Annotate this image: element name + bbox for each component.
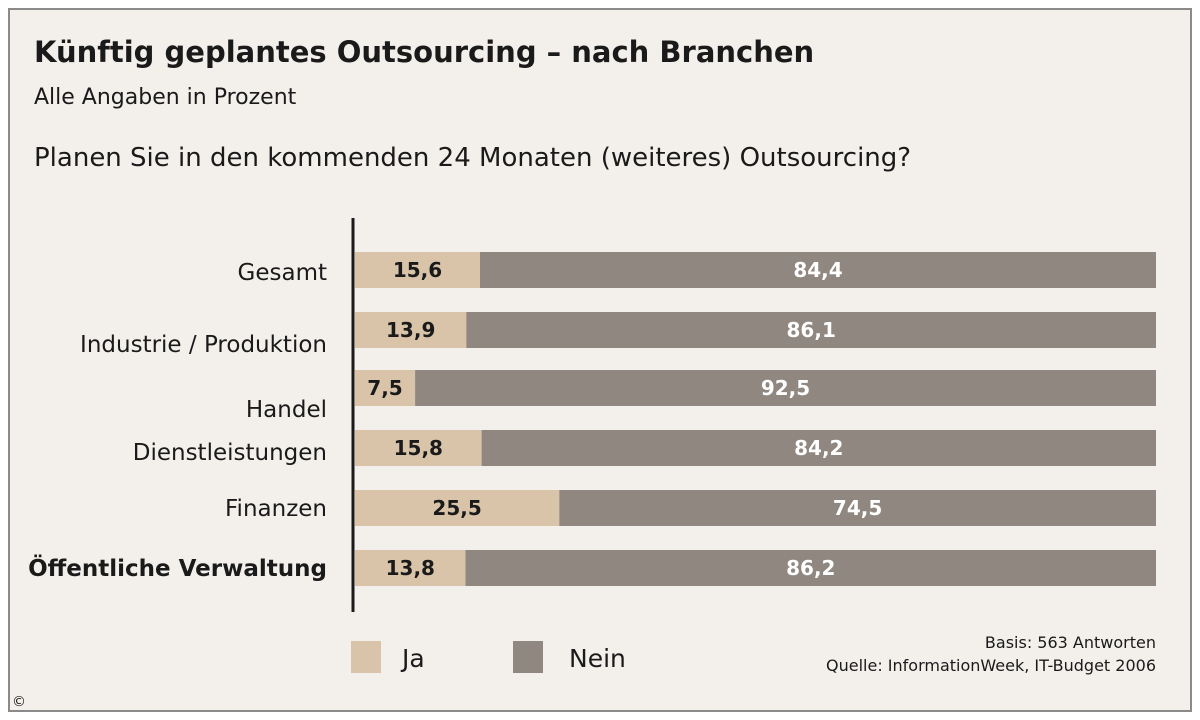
value-label-nein-0: 84,4	[793, 258, 842, 282]
category-label-5: Öffentliche Verwaltung	[28, 554, 327, 582]
value-label-nein-4: 74,5	[833, 496, 882, 520]
source-note: Quelle: InformationWeek, IT-Budget 2006	[826, 656, 1156, 675]
chart-title: Künftig geplantes Outsourcing – nach Bra…	[34, 35, 814, 69]
bar-ja-2	[355, 370, 416, 406]
category-label-1: Industrie / Produktion	[80, 332, 327, 358]
value-label-ja-5: 13,8	[386, 556, 435, 580]
legend-label-ja: Ja	[400, 644, 425, 673]
bar-nein-1	[466, 312, 1156, 348]
value-label-ja-2: 7,5	[367, 376, 402, 400]
legend: Ja Nein	[351, 641, 626, 673]
category-labels: Gesamt Industrie / Produktion Handel Dienst…	[28, 260, 327, 582]
value-label-ja-1: 13,9	[386, 318, 435, 342]
bar-ja-1	[355, 312, 467, 348]
bar-nein-5	[465, 550, 1156, 586]
bar-ja-0	[355, 252, 480, 288]
bar-ja-5	[355, 550, 466, 586]
basis-note: Basis: 563 Antworten	[985, 633, 1156, 652]
copyright-icon: ©	[12, 694, 26, 710]
bar-nein-0	[480, 252, 1156, 288]
value-label-ja-3: 15,8	[394, 436, 443, 460]
value-label-nein-1: 86,1	[787, 318, 836, 342]
bar-nein-2	[415, 370, 1157, 406]
chart-frame	[8, 8, 1192, 712]
category-label-4: Finanzen	[225, 496, 327, 522]
bar-nein-3	[481, 430, 1157, 466]
bar-ja-3	[355, 430, 482, 466]
bar-ja-4	[355, 490, 560, 526]
value-label-nein-3: 84,2	[794, 436, 843, 460]
chart-subtitle: Alle Angaben in Prozent	[34, 85, 297, 110]
bars-group: 15,6 84,4 13,9 86,1 7,5 92,5 15,8 84,2 25,5 74,5 1…	[355, 252, 1157, 586]
category-label-3: Dienstleistungen	[133, 440, 327, 466]
chart-question: Planen Sie in den kommenden 24 Monaten (…	[34, 143, 911, 173]
bar-nein-4	[559, 490, 1156, 526]
legend-swatch-ja	[351, 641, 381, 673]
legend-swatch-nein	[513, 641, 543, 673]
value-label-ja-0: 15,6	[393, 258, 442, 282]
value-label-nein-2: 92,5	[761, 376, 810, 400]
category-label-0: Gesamt	[238, 260, 327, 286]
value-label-nein-5: 86,2	[786, 556, 835, 580]
value-label-ja-4: 25,5	[432, 496, 481, 520]
legend-label-nein: Nein	[569, 644, 626, 673]
category-label-2: Handel	[246, 397, 327, 423]
